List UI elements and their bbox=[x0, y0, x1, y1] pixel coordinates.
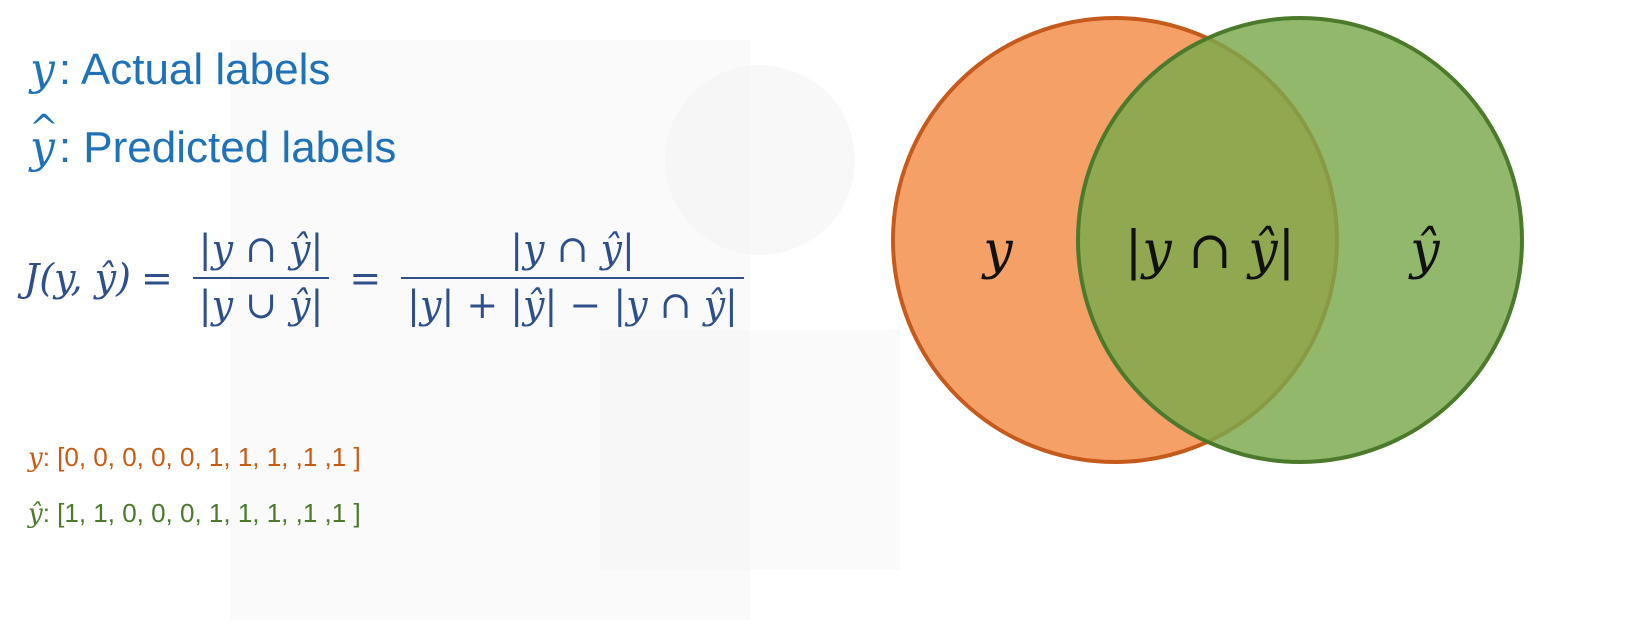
venn-left-label: y bbox=[981, 221, 1013, 281]
fraction-2-bar bbox=[401, 277, 744, 279]
fraction-intersection-over-union: |y ∩ ŷ| |y ∪ ŷ| bbox=[192, 227, 330, 328]
fraction-2-denominator: |y| + |ŷ| − |y ∩ ŷ| bbox=[407, 283, 738, 327]
jaccard-formula: J(y, ŷ) = |y ∩ ŷ| |y ∪ ŷ| = |y ∩ ŷ| |y| … bbox=[24, 218, 754, 338]
predicted-set-circle bbox=[1076, 16, 1524, 464]
actual-vector: y: [0, 0, 0, 0, 0, 1, 1, 1, ,1 ,1 ] bbox=[28, 444, 361, 471]
venn-intersection-label: |y ∩ ŷ| bbox=[1125, 221, 1295, 281]
predicted-vector: ŷ: [1, 1, 0, 0, 0, 1, 1, 1, ,1 ,1 ] bbox=[28, 500, 361, 527]
predicted-vector-values: : [1, 1, 0, 0, 0, 1, 1, 1, ,1 ,1 ] bbox=[42, 498, 361, 528]
fraction-1-numerator: |y ∩ ŷ| bbox=[198, 227, 324, 272]
predicted-labels-definition: y ^: Predicted labels bbox=[29, 108, 397, 173]
fraction-1-denominator: |y ∪ ŷ| bbox=[198, 283, 324, 327]
formula-lhs: J(y, ŷ) bbox=[24, 256, 131, 300]
formula-equals-2: = bbox=[349, 256, 382, 300]
actual-vector-values: : [0, 0, 0, 0, 0, 1, 1, 1, ,1 ,1 ] bbox=[42, 442, 361, 472]
predicted-vector-symbol: ŷ bbox=[28, 499, 43, 529]
formula-equals-1: = bbox=[140, 256, 173, 300]
venn-right-label: ŷ bbox=[1408, 221, 1440, 281]
fraction-2-numerator: |y ∩ ŷ| bbox=[510, 227, 635, 272]
predicted-definition-text: : Predicted labels bbox=[58, 123, 397, 172]
predicted-symbol: y ^ bbox=[29, 108, 59, 173]
fraction-expanded: |y ∩ ŷ| |y| + |ŷ| − |y ∩ ŷ| bbox=[401, 227, 744, 328]
actual-symbol: y bbox=[30, 44, 55, 95]
actual-labels-definition: y: Actual labels bbox=[30, 48, 330, 92]
fraction-1-bar bbox=[192, 277, 330, 279]
venn-diagram: y |y ∩ ŷ| ŷ bbox=[891, 16, 1524, 464]
actual-vector-symbol: y bbox=[28, 443, 43, 473]
actual-definition-text: : Actual labels bbox=[58, 45, 331, 94]
